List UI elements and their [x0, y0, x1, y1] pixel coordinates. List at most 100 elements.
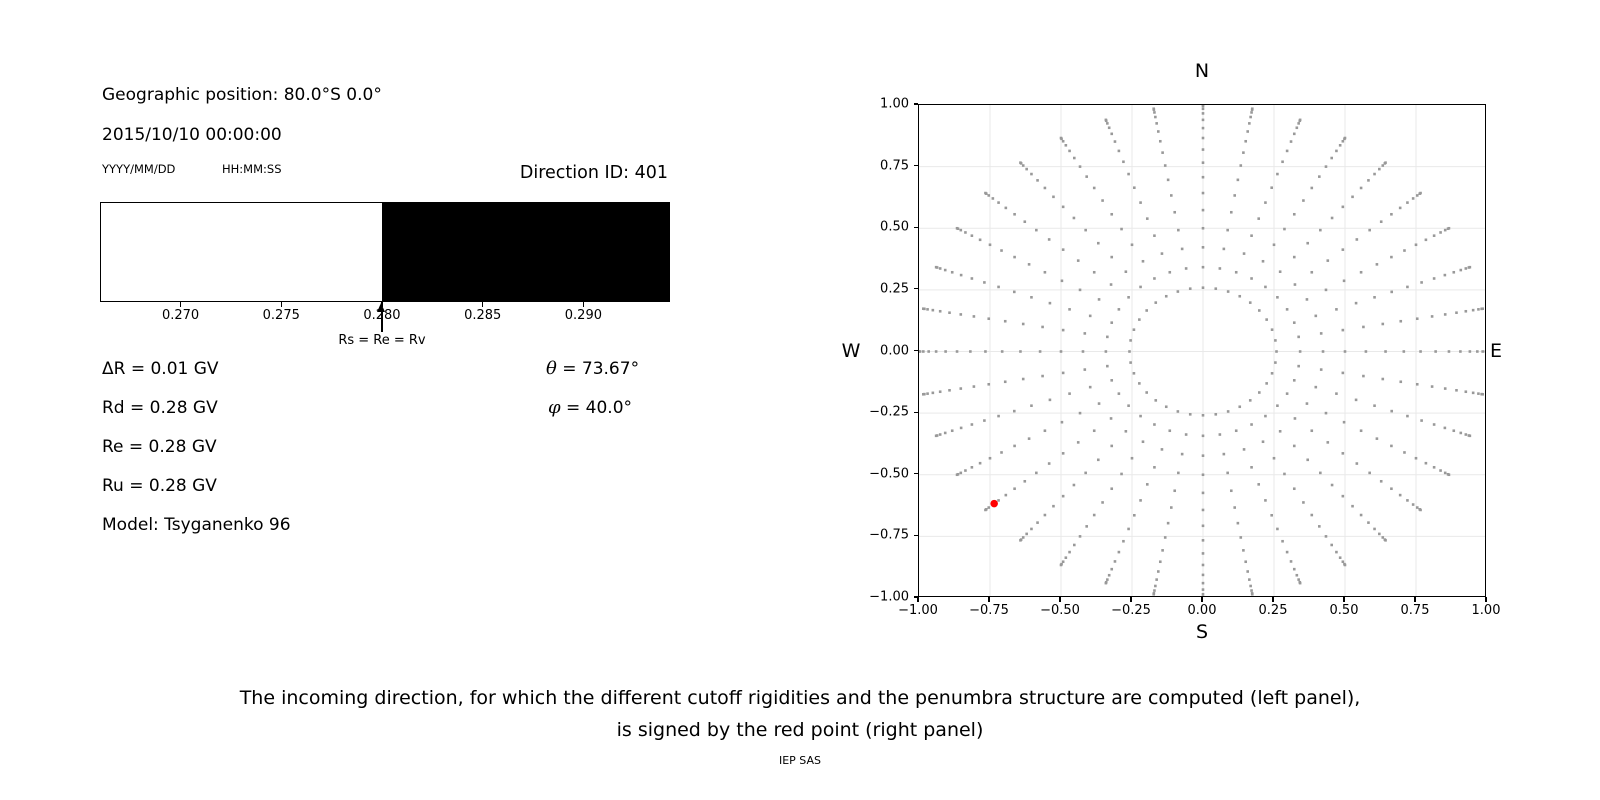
scatter-point: [1354, 398, 1358, 402]
scatter-point: [1330, 483, 1334, 487]
scatter-point: [1078, 165, 1082, 168]
scatter-point: [988, 243, 992, 247]
re-value: Re = 0.28 GV: [102, 437, 217, 457]
scatter-point: [1000, 249, 1003, 252]
scatter-point: [1130, 456, 1134, 460]
scatter-point: [1226, 410, 1230, 413]
compass-east-label: E: [1490, 340, 1503, 362]
y-tick: [913, 226, 918, 228]
scatter-point: [964, 469, 967, 472]
scatter-point: [1298, 118, 1302, 122]
scatter-point: [919, 350, 921, 353]
scatter-point: [1226, 471, 1229, 475]
scatter-point: [1158, 139, 1162, 143]
scatter-point: [1107, 573, 1111, 577]
scatter-point: [1064, 143, 1068, 147]
rs-annotation-label: Rs = Re = Rv: [338, 333, 426, 348]
scatter-point: [1229, 489, 1233, 493]
scatter-point: [1324, 411, 1328, 415]
scatter-point: [1153, 234, 1156, 237]
scatter-point: [997, 499, 1000, 502]
scatter-point: [1251, 592, 1254, 596]
scatter-point: [1390, 444, 1393, 448]
scatter-point: [1085, 175, 1088, 178]
scatter-point: [1424, 461, 1428, 465]
x-tick: [280, 302, 282, 307]
scatter-point: [938, 309, 942, 313]
scatter-point: [1201, 148, 1205, 151]
scatter-point: [1084, 228, 1087, 232]
scatter-point: [1152, 107, 1155, 111]
scatter-point: [1248, 399, 1252, 402]
scatter-point: [1251, 107, 1254, 111]
scatter-point: [1127, 404, 1130, 407]
scatter-point: [1030, 296, 1033, 299]
scatter-point: [1484, 350, 1485, 353]
scatter-point: [1341, 452, 1345, 455]
scatter-point: [1415, 506, 1419, 509]
scatter-point: [1201, 265, 1205, 269]
scatter-point: [1060, 420, 1064, 424]
scatter-point: [1188, 287, 1192, 290]
scatter-point: [1354, 301, 1358, 305]
scatter-point: [1281, 160, 1284, 164]
scatter-point: [950, 429, 954, 433]
scatter-point: [1443, 273, 1447, 277]
scatter-point: [1092, 513, 1096, 517]
scatter-point: [1138, 382, 1141, 385]
scatter-point: [1201, 175, 1205, 179]
scatter-point: [1248, 301, 1252, 304]
theta-symbol: θ: [546, 358, 557, 379]
scatter-point: [1048, 398, 1052, 402]
scatter-point: [1201, 246, 1205, 249]
scatter-point: [955, 350, 959, 353]
scatter-point: [1471, 308, 1475, 312]
scatter-point: [1341, 139, 1345, 143]
scatter-point: [1064, 556, 1068, 560]
penumbra-bar-chart: [100, 202, 670, 302]
y-tick: [913, 534, 918, 536]
y-tick: [913, 349, 918, 352]
scatter-point: [1335, 308, 1338, 311]
scatter-point: [955, 473, 959, 477]
scatter-point: [1061, 452, 1065, 455]
delta-r-value: ΔR = 0.01 GV: [102, 359, 219, 379]
scatter-point: [1129, 339, 1132, 342]
scatter-point: [1248, 122, 1251, 125]
phi-number: = 40.0°: [566, 398, 633, 418]
scatter-point: [1338, 143, 1342, 147]
x-tick-label: 0.270: [161, 308, 200, 323]
scatter-point: [1043, 186, 1047, 190]
scatter-point: [1104, 350, 1108, 353]
scatter-point: [1411, 503, 1415, 506]
scatter-point: [1378, 532, 1381, 536]
scatter-point: [1139, 201, 1142, 204]
scatter-point: [1285, 149, 1289, 153]
scatter-point: [1201, 595, 1205, 596]
scatter-point: [1078, 535, 1082, 538]
scatter-point: [1481, 350, 1484, 353]
scatter-point: [1351, 195, 1354, 199]
scatter-point: [1443, 471, 1447, 475]
scatter-point: [1035, 471, 1038, 475]
scatter-point: [1068, 308, 1071, 311]
scatter-point: [1201, 581, 1205, 585]
scatter-point: [1378, 167, 1381, 171]
scatter-point: [1023, 479, 1027, 483]
scatter-point: [1238, 405, 1242, 409]
scatter-point: [1170, 194, 1173, 197]
scatter-point: [1359, 186, 1363, 190]
direction-id-text: Direction ID: 401: [519, 163, 668, 183]
scatter-point: [1292, 321, 1296, 324]
scatter-point: [1355, 462, 1359, 465]
scatter-point: [1459, 431, 1463, 435]
scatter-point: [1145, 217, 1149, 220]
scatter-point: [1127, 172, 1130, 176]
y-tick: [913, 103, 918, 105]
scatter-point: [1061, 560, 1065, 564]
scatter-point: [1384, 539, 1387, 542]
scatter-point: [1289, 140, 1293, 143]
scatter-point: [1201, 454, 1205, 457]
scatter-point: [1110, 255, 1114, 259]
